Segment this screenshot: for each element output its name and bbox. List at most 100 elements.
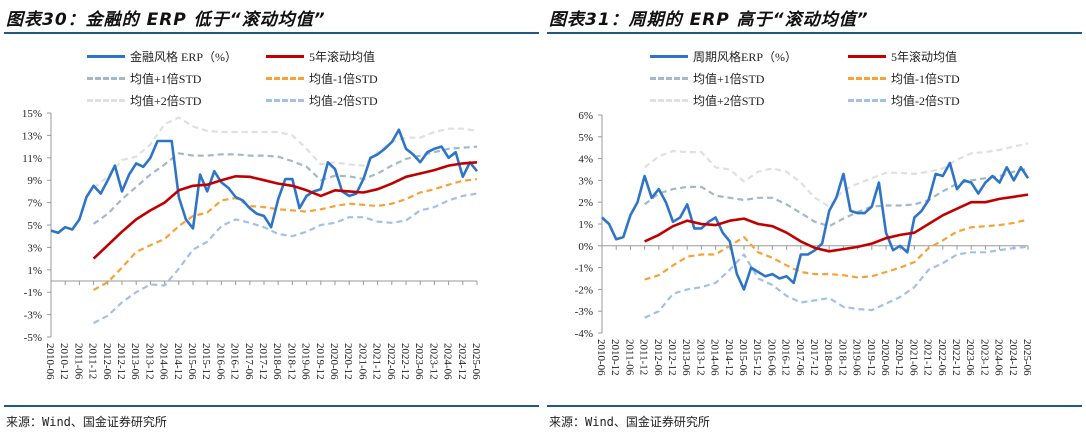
legend-item-plus2: 均值+2倍STD — [650, 92, 764, 109]
x-tick-label: 2021-06 — [356, 343, 368, 380]
chart-title: 图表30：金融的 ERP 低于“滚动均值” — [6, 10, 326, 30]
y-tick-label: -4% — [575, 328, 593, 340]
legend-label: 均值+1倍STD — [693, 72, 765, 86]
series-plus1-line — [92, 145, 478, 225]
legend-swatch — [650, 99, 688, 102]
legend-swatch — [650, 77, 688, 80]
y-tick-label: -3% — [24, 310, 42, 322]
x-tick-label: 2010-12 — [58, 343, 70, 380]
footer-divider — [4, 405, 539, 407]
x-tick-label: 2020-06 — [879, 339, 891, 376]
x-tick-label: 2014-12 — [723, 339, 735, 376]
x-tick-label: 2024-12 — [456, 343, 468, 380]
y-tick-label: 13% — [22, 130, 42, 142]
x-tick-label: 2023-06 — [413, 343, 425, 380]
x-tick-label: 2012-06 — [652, 339, 664, 376]
series-minus2-line — [644, 245, 1029, 319]
x-tick-label: 2018-06 — [271, 343, 283, 380]
legend-item-ma: 5年滚动均值 — [266, 48, 375, 65]
y-tick-label: 3% — [578, 175, 593, 187]
x-tick-label: 2018-12 — [285, 343, 297, 380]
legend-swatch — [266, 77, 304, 80]
y-tick-label: 1% — [578, 219, 593, 231]
legend-item-plus1: 均值+1倍STD — [650, 70, 764, 87]
x-tick-label: 2016-12 — [229, 343, 241, 380]
x-tick-label: 2015-06 — [186, 343, 198, 380]
x-tick-label: 2018-06 — [822, 339, 834, 376]
x-tick-label: 2025-06 — [470, 343, 482, 380]
x-tick-label: 2010-06 — [595, 339, 607, 376]
y-tick-label: 5% — [27, 220, 42, 232]
x-tick-label: 2013-12 — [143, 343, 155, 380]
legend-swatch — [266, 99, 304, 102]
y-tick-label: -1% — [24, 287, 42, 299]
x-tick-label: 2025-06 — [1021, 339, 1033, 376]
series-ma-line — [92, 161, 478, 260]
legend-label: 均值-1倍STD — [891, 72, 960, 86]
legend-label: 均值-1倍STD — [309, 72, 378, 86]
legend: 周期风格ERP（%） 5年滚动均值 均值+1倍STD 均值-1倍STD 均值+2… — [543, 44, 1086, 110]
series-minus1-line — [644, 218, 1029, 281]
series-plus2-line — [92, 116, 478, 189]
x-tick-label: 2017-06 — [243, 343, 255, 380]
x-tick-label: 2011-12 — [638, 339, 650, 375]
x-tick-label: 2021-12 — [922, 339, 934, 376]
x-tick-label: 2011-12 — [87, 343, 99, 379]
x-tick-label: 2012-12 — [115, 343, 127, 380]
x-tick-label: 2021-06 — [907, 339, 919, 376]
legend-item-erp: 金融风格 ERP（%） — [87, 48, 237, 65]
legend-item-plus1: 均值+1倍STD — [87, 70, 201, 87]
x-tick-label: 2024-06 — [993, 339, 1005, 376]
legend-swatch — [266, 55, 304, 58]
x-tick-label: 2020-06 — [328, 343, 340, 380]
legend-label: 金融风格 ERP（%） — [130, 50, 238, 64]
series-minus2-line — [93, 192, 478, 324]
x-tick-label: 2017-06 — [794, 339, 806, 376]
x-tick-label: 2012-06 — [101, 343, 113, 380]
legend-item-erp: 周期风格ERP（%） — [650, 48, 797, 65]
x-tick-label: 2022-12 — [950, 339, 962, 376]
y-tick-label: -2% — [575, 284, 593, 296]
series-minus1-line — [93, 178, 478, 291]
x-tick-label: 2016-12 — [780, 339, 792, 376]
legend-swatch — [87, 55, 125, 58]
x-tick-label: 2019-12 — [314, 343, 326, 380]
x-tick-label: 2024-12 — [1007, 339, 1019, 376]
x-tick-label: 2019-12 — [865, 339, 877, 376]
x-tick-label: 2022-06 — [936, 339, 948, 376]
legend-item-minus2: 均值-2倍STD — [266, 92, 378, 109]
legend-label: 周期风格ERP（%） — [693, 50, 798, 64]
x-tick-label: 2015-12 — [200, 343, 212, 380]
x-tick-label: 2011-06 — [623, 339, 635, 376]
legend-label: 均值-2倍STD — [309, 94, 378, 108]
y-tick-label: -5% — [24, 332, 42, 344]
y-tick-label: 1% — [27, 265, 42, 277]
legend-item-plus2: 均值+2倍STD — [87, 92, 201, 109]
panel-financial: 图表30：金融的 ERP 低于“滚动均值” 15% 13% 11% 9% 7% 5% 3% 1… — [4, 10, 539, 429]
x-tick-label: 2017-12 — [257, 343, 269, 380]
legend-swatch — [87, 99, 125, 102]
legend-swatch — [848, 99, 886, 102]
source-note: 来源：Wind、国金证券研究所 — [549, 415, 710, 429]
legend-label: 均值-2倍STD — [891, 94, 960, 108]
x-tick-label: 2021-12 — [371, 343, 383, 380]
legend-label: 5年滚动均值 — [309, 50, 376, 64]
x-tick-label: 2010-06 — [44, 343, 56, 380]
legend-swatch — [650, 55, 688, 58]
x-tick-label: 2014-06 — [709, 339, 721, 376]
x-tick-label: 2016-06 — [214, 343, 226, 380]
series-erp-line — [50, 128, 479, 235]
y-tick-label: 4% — [578, 154, 593, 166]
legend-item-minus2: 均值-2倍STD — [848, 92, 960, 109]
series-ma-line — [644, 193, 1029, 253]
x-tick-label: 2017-12 — [808, 339, 820, 376]
x-tick-label: 2018-12 — [836, 339, 848, 376]
x-tick-label: 2022-12 — [399, 343, 411, 380]
legend-item-minus1: 均值-1倍STD — [266, 70, 378, 87]
legend-label: 均值+2倍STD — [693, 94, 765, 108]
legend-item-ma: 5年滚动均值 — [848, 48, 957, 65]
x-tick-label: 2019-06 — [300, 343, 312, 380]
title-divider — [4, 32, 539, 34]
x-tick-label: 2010-12 — [609, 339, 621, 376]
x-tick-label: 2016-06 — [765, 339, 777, 376]
